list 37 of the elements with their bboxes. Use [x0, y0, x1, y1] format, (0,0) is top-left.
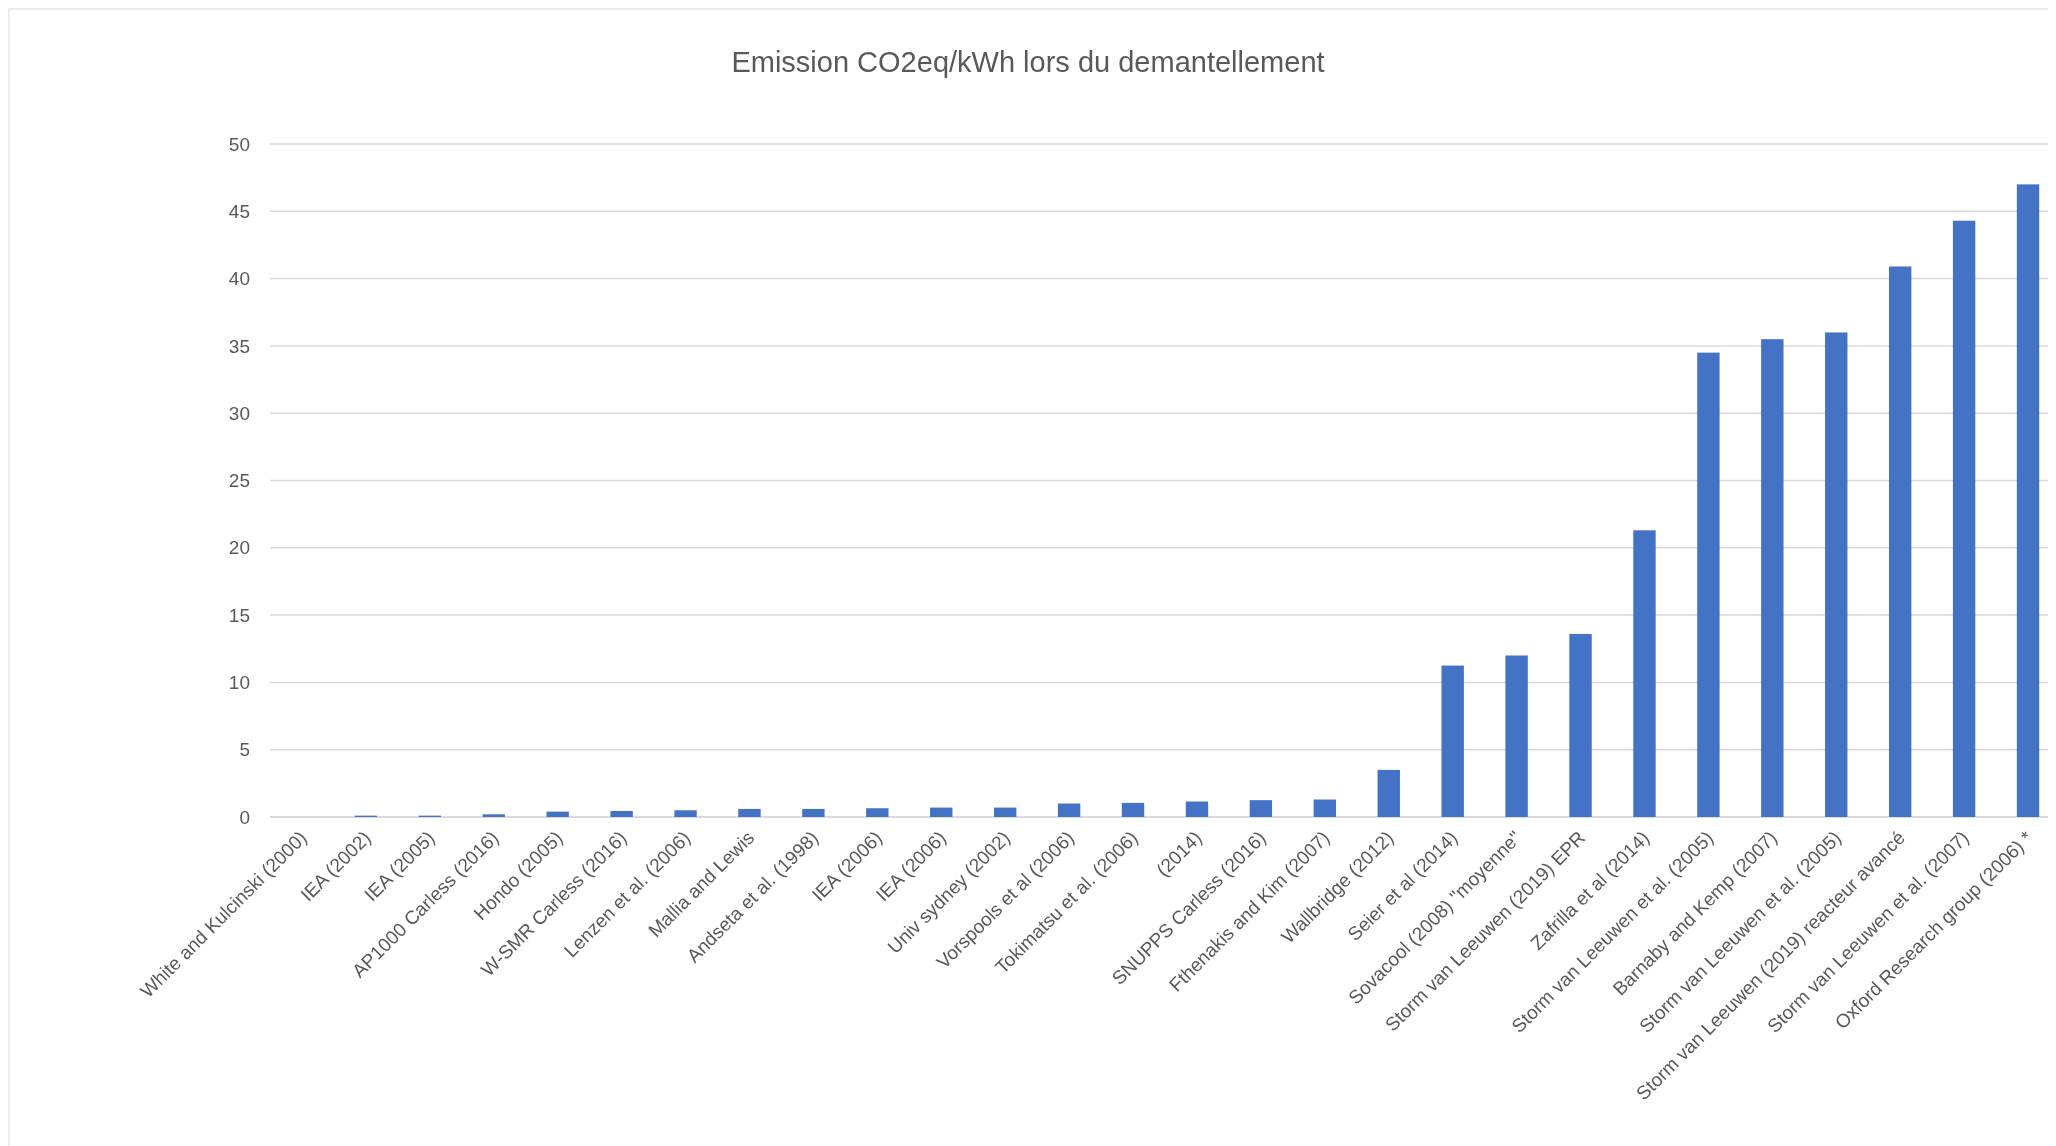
bar — [1825, 332, 1848, 817]
y-tick-label: 20 — [228, 537, 250, 559]
y-tick-label: 30 — [228, 402, 250, 424]
y-tick-label: 10 — [228, 672, 250, 694]
bar — [1952, 220, 1976, 817]
y-tick-label: 45 — [228, 200, 250, 222]
y-tick-label: 25 — [228, 470, 250, 492]
bar — [930, 807, 953, 817]
bar — [1888, 266, 1912, 817]
bar — [1057, 803, 1081, 817]
bar — [866, 808, 889, 817]
bar — [1185, 801, 1209, 817]
y-tick-label: 0 — [239, 806, 250, 828]
bar — [738, 808, 761, 817]
bar — [674, 810, 697, 817]
bar — [1441, 665, 1464, 817]
chart-title: Emission CO2eq/kWh lors du demantellement — [731, 46, 1325, 78]
bar — [610, 810, 633, 817]
bar — [1761, 339, 1784, 817]
bar — [802, 808, 825, 817]
bar — [2016, 184, 2040, 817]
bar — [1377, 769, 1400, 817]
bar — [546, 811, 569, 817]
y-tick-label: 50 — [228, 133, 250, 155]
bar — [482, 814, 505, 817]
bar — [993, 807, 1017, 817]
y-tick-label: 40 — [228, 268, 250, 290]
bar — [1697, 352, 1720, 817]
y-tick-label: 15 — [228, 604, 250, 626]
bar — [1633, 530, 1656, 817]
bar — [1569, 633, 1592, 817]
bar — [1505, 655, 1528, 817]
y-tick-label: 35 — [228, 335, 250, 357]
bar — [1121, 802, 1145, 817]
bar — [1249, 800, 1273, 817]
bar — [1313, 799, 1337, 817]
y-tick-label: 5 — [239, 739, 250, 761]
